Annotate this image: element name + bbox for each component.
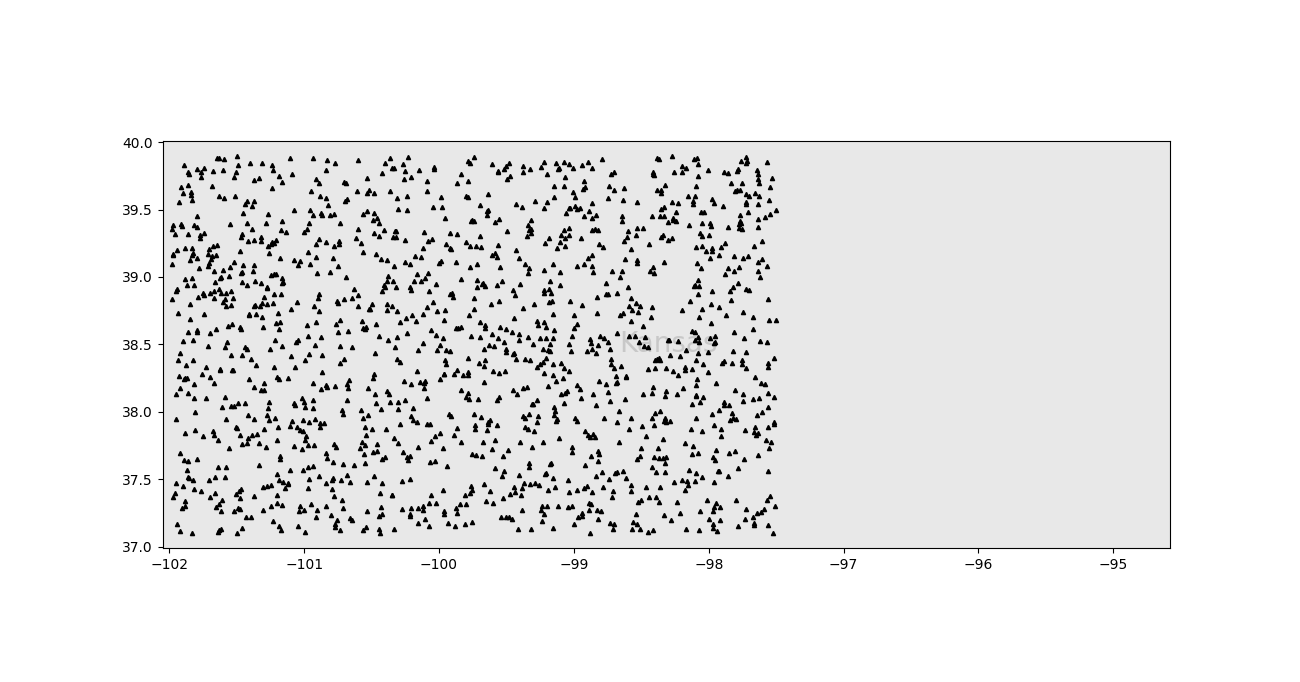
Polygon shape [162,142,1170,547]
Text: Kansas: Kansas [619,330,718,359]
